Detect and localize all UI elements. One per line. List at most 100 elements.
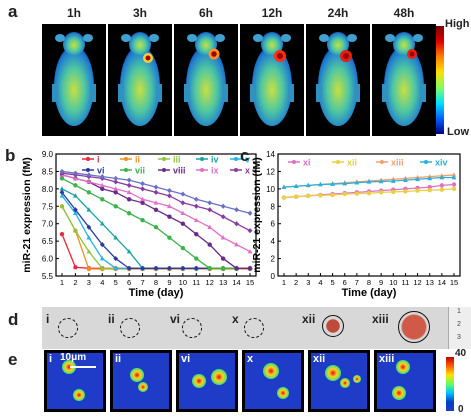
b-legend-marker-iv [200, 157, 204, 161]
c-point-xiv-13 [439, 174, 445, 180]
c-point-xii-3 [318, 193, 323, 198]
c-point-xiv-14 [451, 174, 457, 180]
b-point-viii-3 [100, 186, 105, 192]
c-xlabel: Time (day) [342, 287, 397, 299]
cell-label-i: i [49, 353, 53, 365]
c-point-xii-7 [366, 191, 372, 196]
c-point-xi-14 [451, 182, 457, 187]
colorbar-high-label: High [445, 18, 470, 30]
cell-signal-x-1 [277, 387, 289, 399]
b-ytick-label-2: 6.5 [42, 237, 54, 246]
b-legend-label-i: i [97, 155, 100, 165]
cell-signal-xii-1 [340, 378, 350, 388]
c-xtick-label-8: 9 [379, 278, 383, 287]
b-point-x-11 [207, 207, 213, 213]
cell-label-xii: xii [313, 353, 326, 365]
b-point-10-10 [193, 196, 199, 202]
b-point-x-7 [153, 189, 159, 195]
c-point-xiv-12 [427, 175, 433, 181]
b-point-ix-7 [153, 200, 159, 205]
b-point-10-11 [207, 200, 213, 206]
mouse-image-1h [42, 24, 106, 136]
mouse-image-6h [174, 24, 238, 136]
c-legend-marker-xiii [380, 160, 384, 164]
c-xtick-label-11: 12 [413, 278, 421, 287]
c-ytick-label-0: 0 [271, 272, 276, 281]
b-point-viii-6 [140, 200, 145, 205]
b-point-ix-3 [99, 182, 105, 188]
e-colorbar-max: 40 [455, 348, 467, 359]
b-point-x-10 [193, 203, 199, 209]
b-legend-label-x: x [245, 166, 250, 176]
tumor-photo-x [244, 318, 264, 338]
b-point-vii-10 [194, 256, 199, 261]
b-point-x-6 [140, 186, 145, 192]
b-ylabel: miR-21 expression (fM) [21, 157, 33, 273]
c-point-xi-12 [427, 184, 432, 190]
b-point-ix-4 [113, 186, 119, 191]
c-point-xiv-6 [354, 180, 360, 185]
b-xtick-label-10: 11 [192, 278, 200, 287]
b-ytick-label-0: 5.5 [42, 272, 54, 281]
cell-label-xiii: xiii [379, 353, 395, 365]
b-point-v-2 [86, 235, 92, 240]
fluorescence-field [377, 353, 433, 409]
c-ytick-label-6: 12 [266, 167, 275, 176]
b-point-vii-0 [59, 176, 65, 181]
b-point-10-12 [220, 203, 226, 209]
b-point-10-3 [99, 174, 105, 180]
c-xtick-label-5: 6 [343, 278, 347, 287]
tumor-photo-xii [322, 315, 344, 337]
c-point-xii-9 [391, 189, 396, 195]
b-point-iii-0 [59, 203, 65, 209]
b-legend-marker-iii [162, 157, 166, 161]
tumor-label-xii: xii [302, 312, 316, 326]
panel-b-letter: b [5, 146, 16, 165]
colorbar-low-label: Low [447, 126, 469, 138]
b-point-vii-3 [100, 197, 105, 202]
b-legend-marker-viii [162, 168, 166, 172]
b-ytick-label-6: 8.5 [42, 167, 54, 176]
b-point-vi-7 [153, 265, 159, 271]
tumor-label-x: x [232, 312, 239, 326]
fluorescence-field [179, 353, 235, 409]
b-point-10-8 [167, 188, 172, 194]
panel-e-colorbar [446, 357, 454, 411]
b-legend-marker-vii [124, 168, 128, 172]
b-point-10-13 [234, 207, 239, 213]
c-point-xii-4 [330, 192, 335, 198]
c-point-xii-8 [378, 190, 384, 195]
panel-e-letter: e [8, 350, 18, 369]
panel-a-letter: a [8, 2, 18, 21]
b-point-iv-4 [113, 235, 119, 240]
b-point-iii-2 [86, 249, 92, 254]
c-point-xii-14 [451, 186, 457, 192]
b-xtick-label-6: 7 [140, 278, 144, 287]
c-legend-label-xiii: xiii [391, 158, 404, 168]
b-point-vii-11 [207, 266, 212, 271]
mouse-image-12h [240, 24, 304, 136]
fluorescence-image-xiii: xiii [374, 350, 436, 412]
b-point-vi-1 [73, 207, 78, 213]
fluorescence-image-i: i 10μm [44, 350, 106, 412]
b-point-viii-14 [247, 266, 253, 271]
b-ytick-label-5: 8.0 [42, 185, 54, 194]
b-legend-label-ii: ii [135, 155, 140, 165]
cell-signal-vi-0 [192, 374, 206, 388]
b-legend-marker-i [86, 157, 90, 161]
fluorescence-image-xii: xii [308, 350, 370, 412]
b-legend-marker-ix [200, 168, 204, 172]
b-point-i-1 [73, 265, 78, 270]
cell-signal-xii-2 [353, 375, 361, 383]
b-point-10-9 [180, 191, 186, 197]
b-point-vi-2 [86, 224, 92, 230]
b-xtick-label-11: 12 [206, 278, 214, 287]
mouse-image-48h [372, 24, 436, 136]
b-point-10-6 [140, 181, 145, 187]
cell-label-x: x [247, 353, 254, 365]
c-xtick-label-10: 11 [402, 278, 410, 287]
b-point-10-0 [59, 168, 65, 175]
b-xtick-label-12: 13 [219, 278, 227, 287]
b-legend-marker-vi [86, 168, 90, 172]
fluorescence-field [113, 353, 169, 409]
